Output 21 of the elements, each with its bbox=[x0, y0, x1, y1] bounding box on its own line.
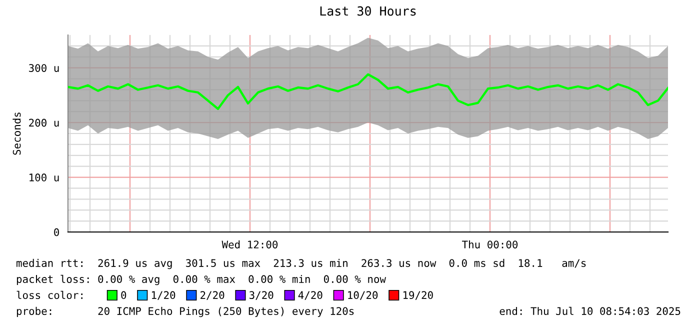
legend-label: 3/20 bbox=[250, 291, 274, 300]
y-tick-label: 0 bbox=[54, 228, 59, 236]
text: median rtt: 261.9 us avg 301.5 us max 213.3 us min 263.3 us now 0.0 ms sd 18.1 am/s bbox=[16, 258, 586, 270]
legend-label: 0 bbox=[121, 291, 126, 300]
legend-label: 10/20 bbox=[348, 291, 378, 300]
chart-title: Last 30 Hours bbox=[320, 6, 416, 16]
legend-label: 2/20 bbox=[200, 291, 224, 300]
x-tick-label: Wed 12:00 bbox=[222, 240, 278, 248]
line-series bbox=[68, 73, 668, 110]
text: packet loss: 0.00 % avg 0.00 % max 0.00 % min 0.00 % now bbox=[16, 274, 386, 286]
legend-label: 4/20 bbox=[298, 291, 322, 300]
y-tick-label: 200 u bbox=[29, 118, 59, 127]
x-tick-label: Thu 00:00 bbox=[462, 240, 518, 248]
y-tick-label: 300 u bbox=[29, 64, 59, 72]
text: end: Thu Jul 10 08:54:03 2025 bbox=[500, 306, 680, 316]
y-tick-label: 100 u bbox=[30, 174, 59, 182]
y-axis-title: Seconds bbox=[12, 112, 21, 155]
text: probe: 20 ICMP Echo Pings (250 Bytes) every 120s bbox=[16, 306, 354, 318]
legend-label: 1/20 bbox=[152, 291, 176, 300]
legend-label: 19/20 bbox=[403, 291, 433, 300]
legend-title: loss color: bbox=[16, 290, 82, 300]
